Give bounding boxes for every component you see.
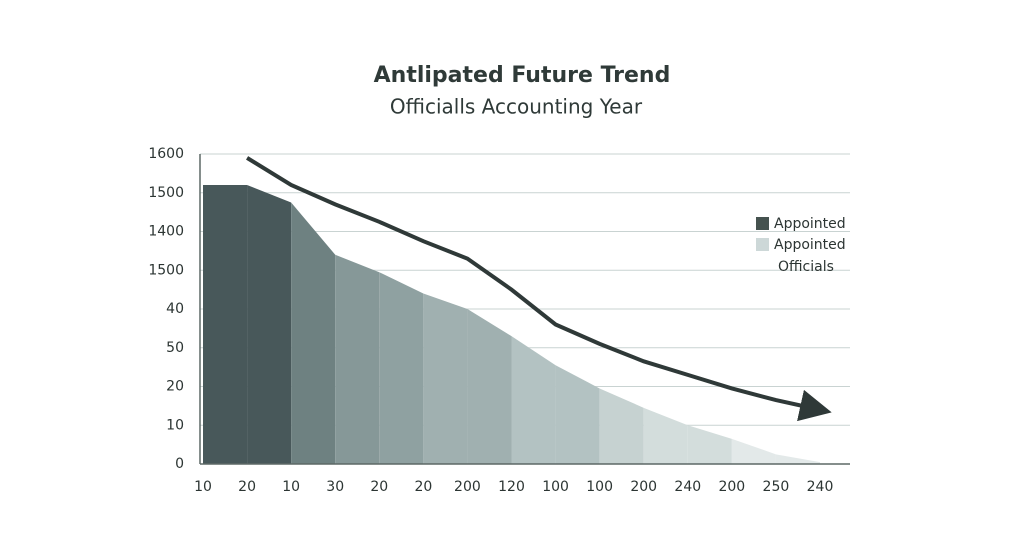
legend-swatch <box>756 217 769 230</box>
x-tick-label: 240 <box>674 479 701 495</box>
area-segment <box>291 202 336 464</box>
area-segment <box>555 365 600 464</box>
area-segment <box>467 309 512 464</box>
y-tick-label: 1600 <box>148 146 184 162</box>
chart-title: Antlipated Future Trend <box>374 63 671 88</box>
x-tick-label: 10 <box>282 479 300 495</box>
area-segment <box>731 438 776 464</box>
area-segment <box>511 336 556 464</box>
legend-swatch <box>756 238 769 251</box>
x-tick-label: 10 <box>194 479 212 495</box>
legend-label-line: Appointed <box>774 237 846 253</box>
trend-line <box>246 156 832 422</box>
area-segment <box>203 185 248 464</box>
y-tick-label: 1400 <box>148 224 184 240</box>
y-tick-label: 50 <box>166 340 184 356</box>
x-tick-label: 100 <box>586 479 613 495</box>
x-tick-label: 20 <box>370 479 388 495</box>
area-segment <box>643 407 688 464</box>
x-tick-label: 240 <box>807 479 834 495</box>
legend-label: Appointed <box>774 216 846 232</box>
x-tick-label: 200 <box>718 479 745 495</box>
x-tick-label: 20 <box>414 479 432 495</box>
x-tick-label: 250 <box>763 479 790 495</box>
y-tick-label: 1500 <box>148 262 184 278</box>
area-segment <box>599 388 644 464</box>
chart-subtitle: Officialls Accounting Year <box>390 95 643 119</box>
area-segment <box>379 272 424 464</box>
area-segment <box>687 425 732 464</box>
y-tick-label: 0 <box>175 456 184 472</box>
legend-label-line: Officials <box>778 259 834 275</box>
x-tick-label: 100 <box>542 479 569 495</box>
x-tick-label: 200 <box>630 479 657 495</box>
x-tick-label: 200 <box>454 479 481 495</box>
area-segment <box>775 454 820 464</box>
x-tick-label: 30 <box>326 479 344 495</box>
y-tick-label: 40 <box>166 301 184 317</box>
x-tick-label: 120 <box>498 479 525 495</box>
area-segment <box>335 254 380 464</box>
y-tick-label: 1500 <box>148 185 184 201</box>
area-segment <box>247 185 292 464</box>
y-tick-label: 10 <box>166 417 184 433</box>
x-tick-label: 20 <box>238 479 256 495</box>
y-tick-label: 20 <box>166 379 184 395</box>
area-segment <box>423 293 468 464</box>
legend-label: Appointed Officials <box>774 237 846 275</box>
